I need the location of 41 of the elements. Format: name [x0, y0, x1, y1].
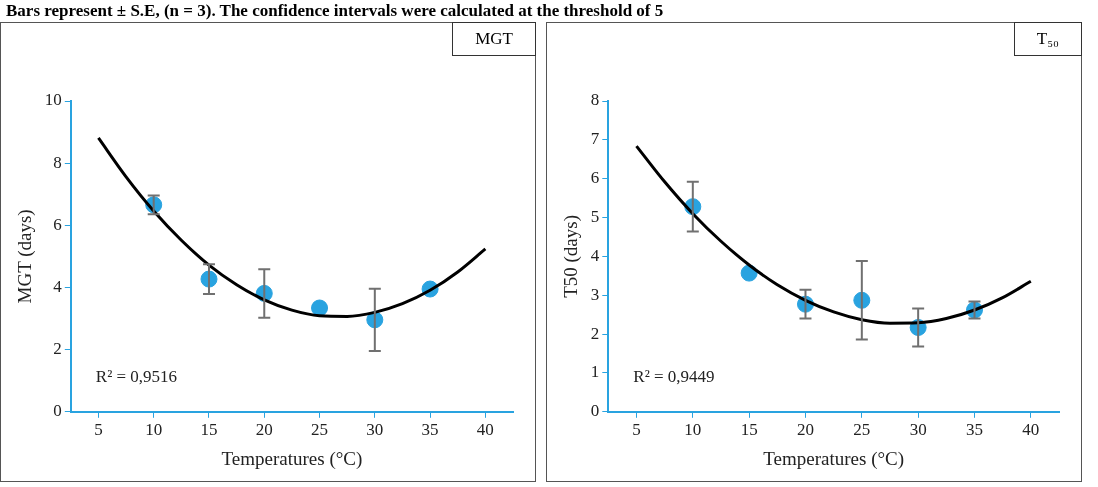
x-tick-label: 5	[632, 420, 641, 440]
x-tick-label: 20	[796, 420, 814, 440]
y-tick-label: 2	[590, 323, 600, 343]
x-tick-label: 25	[853, 420, 871, 440]
y-tick-label: 0	[53, 401, 62, 421]
x-tick-label: 15	[740, 420, 758, 440]
y-tick-label: 4	[53, 276, 63, 296]
y-tick-label: 1	[590, 362, 600, 382]
y-tick-label: 3	[590, 284, 600, 304]
x-axis-title: Temperatures (°C)	[221, 447, 363, 470]
x-tick-label: 40	[1022, 420, 1040, 440]
x-tick-label: 35	[421, 420, 439, 440]
point	[311, 299, 329, 317]
chart-title: T₅₀	[1013, 22, 1082, 56]
y-tick-label: 6	[53, 214, 62, 234]
x-tick-label: 20	[255, 420, 273, 440]
y-axis-title: MGT (days)	[14, 209, 37, 304]
x-tick-label: 25	[311, 420, 329, 440]
x-tick-label: 10	[145, 420, 163, 440]
chart-title: MGT	[452, 22, 536, 56]
y-tick-label: 10	[44, 90, 62, 110]
x-tick-label: 30	[366, 420, 384, 440]
y-tick-label: 6	[590, 168, 600, 188]
annotation: R² = 0,9449	[633, 366, 715, 386]
x-tick-label: 35	[965, 420, 983, 440]
y-tick-label: 8	[590, 90, 600, 110]
y-tick-label: 5	[590, 207, 600, 227]
y-axis-title: T50 (days)	[560, 214, 583, 298]
y-tick-label: 0	[590, 401, 600, 421]
y-tick-label: 4	[590, 245, 600, 265]
x-tick-label: 5	[94, 420, 103, 440]
x-tick-label: 10	[684, 420, 702, 440]
y-tick-label: 2	[53, 339, 62, 359]
y-tick-label: 8	[53, 152, 62, 172]
x-tick-label: 30	[909, 420, 927, 440]
y-tick-label: 7	[590, 129, 600, 149]
annotation: R² = 0,9516	[95, 366, 178, 386]
x-tick-label: 40	[476, 420, 494, 440]
chart-subtitle: Bars represent ± S.E, (n = 3). The confidence intervals were calculated at the threshold of 5	[5, 0, 665, 22]
x-axis-title: Temperatures (°C)	[763, 447, 905, 470]
x-tick-label: 15	[200, 420, 218, 440]
